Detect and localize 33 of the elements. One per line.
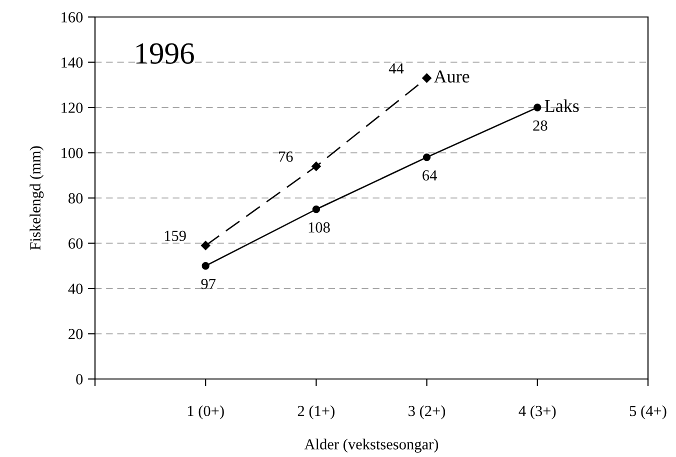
x-axis-title: Alder (vekstsesongar) xyxy=(304,438,438,453)
y-tick-label: 40 xyxy=(68,284,83,294)
y-tick-label: 100 xyxy=(62,148,83,158)
y-tick-label: 20 xyxy=(68,328,83,340)
x-tick-label: 4 (3+) xyxy=(518,405,556,420)
y-tick-label: 140 xyxy=(62,57,83,68)
x-tick-label: 1 (0+) xyxy=(188,405,224,420)
annotation: 159 xyxy=(164,230,186,242)
y-axis-title: Fiskelengd (mm) xyxy=(30,146,44,250)
series-label: Aure xyxy=(434,70,470,83)
y-tick-label: 0 xyxy=(76,374,83,384)
annotation: 1996 xyxy=(136,43,194,64)
x-tick-label: 2 (1+) xyxy=(298,405,334,420)
annotation: 64 xyxy=(422,170,437,181)
y-tick-label: 80 xyxy=(68,193,83,204)
point xyxy=(422,153,431,162)
point xyxy=(312,162,321,171)
point xyxy=(534,104,542,112)
point xyxy=(202,262,210,270)
y-tick-label: 160 xyxy=(62,12,83,22)
annotation: 108 xyxy=(308,222,330,233)
annotation: 28 xyxy=(533,120,548,131)
x-tick-label: 3 (2+) xyxy=(408,405,446,420)
x-tick-label: 5 (4+) xyxy=(630,405,666,420)
point xyxy=(422,73,432,83)
y-tick-label: 60 xyxy=(68,238,83,249)
annotation: 97 xyxy=(201,278,216,290)
point xyxy=(312,205,320,214)
series-label: Laks xyxy=(544,99,579,112)
y-tick-label: 120 xyxy=(62,102,83,113)
annotation: 76 xyxy=(279,152,293,162)
annotation: 44 xyxy=(388,63,404,74)
point xyxy=(200,240,210,250)
